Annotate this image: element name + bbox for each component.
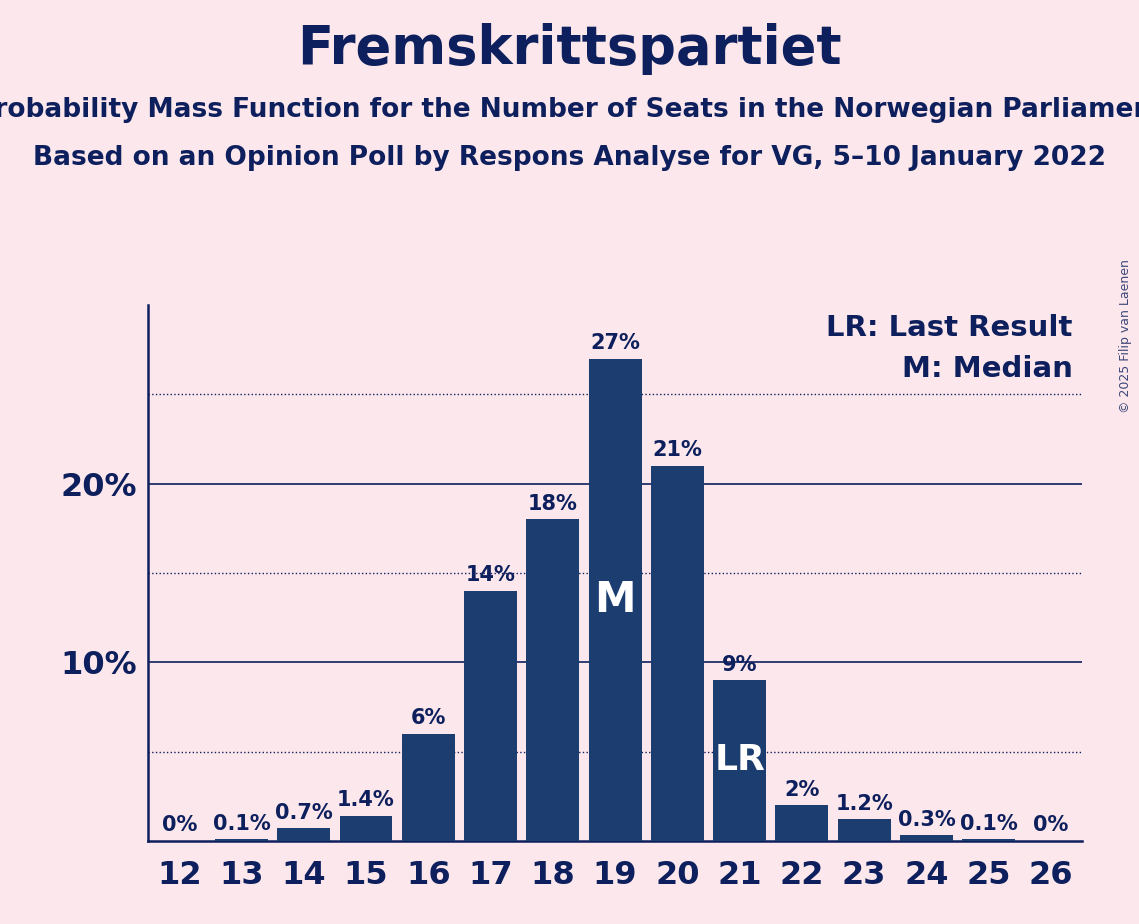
Text: 14%: 14%: [466, 565, 516, 586]
Bar: [900, 835, 953, 841]
Text: Fremskrittspartiet: Fremskrittspartiet: [297, 23, 842, 75]
Bar: [776, 805, 828, 841]
Text: 0%: 0%: [162, 816, 197, 835]
Bar: [402, 734, 454, 841]
Bar: [526, 519, 580, 841]
Bar: [215, 839, 268, 841]
Bar: [837, 820, 891, 841]
Text: 27%: 27%: [590, 334, 640, 353]
Text: LR: Last Result: LR: Last Result: [826, 314, 1073, 342]
Text: 9%: 9%: [722, 655, 757, 675]
Text: 21%: 21%: [653, 441, 703, 460]
Text: 0.1%: 0.1%: [960, 814, 1017, 833]
Bar: [650, 466, 704, 841]
Text: Probability Mass Function for the Number of Seats in the Norwegian Parliament: Probability Mass Function for the Number…: [0, 97, 1139, 123]
Text: 0.1%: 0.1%: [213, 814, 270, 833]
Text: 0.7%: 0.7%: [274, 803, 333, 823]
Text: Based on an Opinion Poll by Respons Analyse for VG, 5–10 January 2022: Based on an Opinion Poll by Respons Anal…: [33, 145, 1106, 171]
Text: 6%: 6%: [410, 709, 446, 728]
Text: 0.3%: 0.3%: [898, 810, 956, 830]
Bar: [713, 680, 767, 841]
Bar: [589, 359, 641, 841]
Bar: [339, 816, 393, 841]
Text: M: Median: M: Median: [902, 355, 1073, 383]
Text: © 2025 Filip van Laenen: © 2025 Filip van Laenen: [1118, 259, 1132, 413]
Text: LR: LR: [714, 744, 765, 777]
Text: 1.4%: 1.4%: [337, 790, 395, 810]
Bar: [277, 828, 330, 841]
Text: 1.2%: 1.2%: [835, 794, 893, 814]
Text: M: M: [595, 578, 636, 621]
Bar: [962, 839, 1015, 841]
Text: 18%: 18%: [527, 494, 577, 514]
Text: 2%: 2%: [784, 780, 820, 800]
Bar: [464, 590, 517, 841]
Text: 0%: 0%: [1033, 816, 1068, 835]
